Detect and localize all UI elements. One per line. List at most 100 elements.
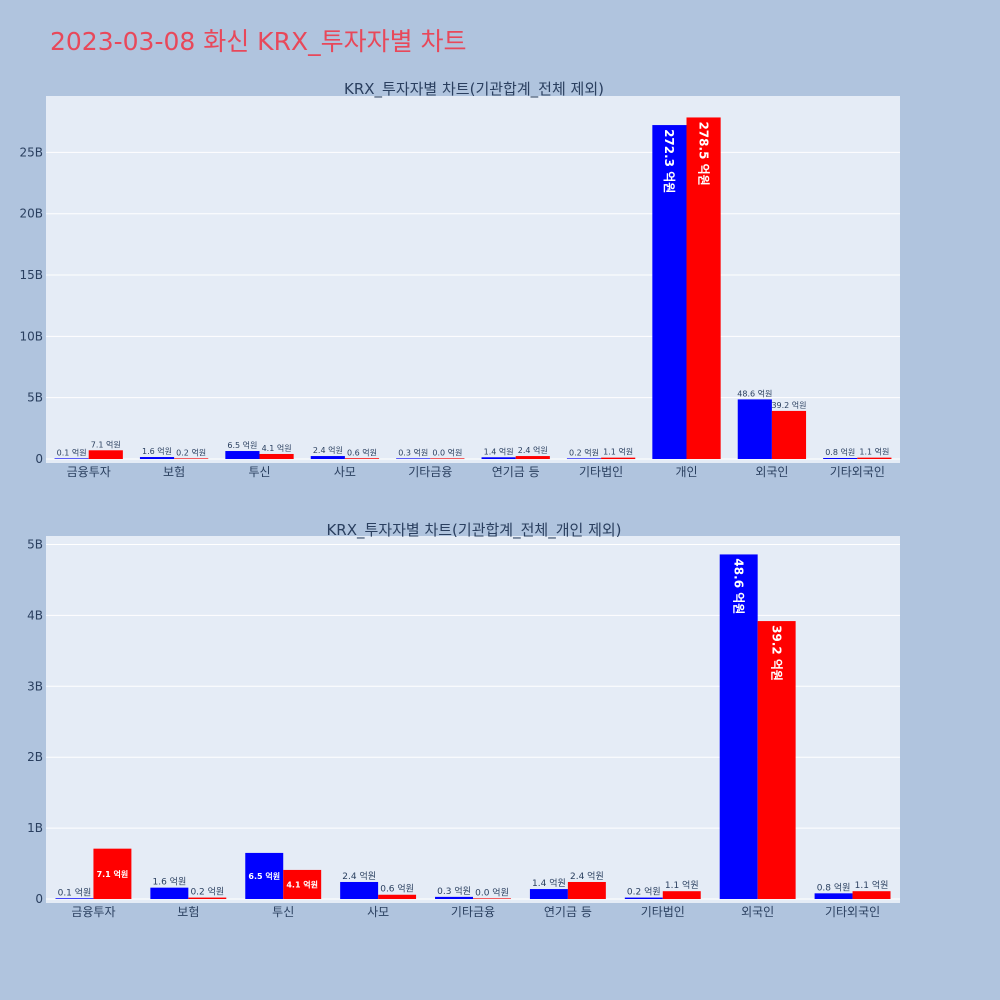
y-tick-label: 5B xyxy=(27,391,43,405)
y-tick-label: 2B xyxy=(27,750,43,764)
bar-sell xyxy=(344,458,380,459)
data-label: 0.2 억원 xyxy=(569,447,599,457)
bar-sell xyxy=(601,457,636,459)
data-label: 278.5 억원 xyxy=(696,121,710,185)
bar-sell xyxy=(857,457,892,459)
bar-buy xyxy=(566,458,602,459)
bar-sell xyxy=(567,881,606,899)
bar-buy xyxy=(529,889,568,899)
data-label: 4.1 억원 xyxy=(262,443,292,453)
bar-sell xyxy=(93,848,132,899)
data-label: 4.1 억원 xyxy=(286,879,318,889)
bar-buy xyxy=(435,896,473,899)
bar-buy xyxy=(624,897,663,899)
chart-title: KRX_투자자별 차트(기관합계_전체 제외) xyxy=(344,80,604,99)
bar-buy xyxy=(54,458,89,459)
y-tick-label: 20B xyxy=(19,207,43,221)
x-tick-label: 보험 xyxy=(177,905,199,919)
data-label: 0.2 억원 xyxy=(176,447,206,457)
data-label: 272.3 억원 xyxy=(662,129,676,193)
data-label: 2.4 억원 xyxy=(313,445,343,455)
data-label: 48.6 억원 xyxy=(731,558,745,614)
data-label: 1.1 억원 xyxy=(855,879,889,891)
bar-sell xyxy=(378,894,417,899)
x-tick-label: 보험 xyxy=(163,465,185,479)
data-label: 2.4 억원 xyxy=(518,445,548,455)
chart-1: 0 5B 10B 15B 20B 25B KRX_투자자별 차트(기관합계_전체 제외) 금융… xyxy=(19,80,900,479)
bar-sell xyxy=(515,456,550,459)
x-tick-label: 사모 xyxy=(334,465,356,479)
bar-buy xyxy=(823,458,858,459)
bar-buy xyxy=(340,881,379,899)
data-label: 39.2 억원 xyxy=(771,400,806,410)
chart-2: 0 1B 2B 3B 4B 5B KRX_투자자별 차트(기관합계_전체_개인 제외) 금융투… xyxy=(27,521,900,919)
bar-sell xyxy=(283,869,322,899)
data-label: 0.2 억원 xyxy=(627,886,661,898)
bar-sell xyxy=(662,891,701,899)
x-tick-label: 기타금융 xyxy=(451,905,495,919)
data-label: 7.1 억원 xyxy=(97,869,129,879)
x-tick-label: 투신 xyxy=(272,905,294,919)
data-label: 0.1 억원 xyxy=(57,447,87,457)
bar-sell xyxy=(771,410,807,459)
data-label: 0.6 억원 xyxy=(380,883,414,895)
x-tick-label: 기타법인 xyxy=(641,905,685,919)
bar-sell xyxy=(188,897,227,899)
bar-sell xyxy=(852,891,891,899)
x-tick-label: 기타외국인 xyxy=(825,905,880,919)
data-label: 0.1 억원 xyxy=(58,886,92,898)
x-tick-label: 기타금융 xyxy=(408,465,452,479)
data-label: 6.5 억원 xyxy=(227,440,257,450)
data-label: 48.6 억원 xyxy=(737,388,772,398)
data-label: 2.4 억원 xyxy=(342,870,376,882)
data-label: 1.6 억원 xyxy=(152,876,186,888)
chart-title: KRX_투자자별 차트(기관합계_전체_개인 제외) xyxy=(326,521,621,540)
x-tick-label: 기타법인 xyxy=(579,465,623,479)
data-label: 0.8 억원 xyxy=(825,447,855,457)
data-label: 1.1 억원 xyxy=(603,447,633,457)
data-label: 1.1 억원 xyxy=(859,447,889,457)
y-tick-label: 4B xyxy=(27,608,43,622)
bar-buy xyxy=(225,451,260,459)
bar-buy xyxy=(245,852,284,899)
y-tick-label: 25B xyxy=(19,145,43,159)
bar-buy xyxy=(139,457,175,459)
data-label: 0.6 억원 xyxy=(347,447,377,457)
bar-sell xyxy=(88,450,123,459)
data-label: 6.5 억원 xyxy=(248,871,280,881)
bar-sell xyxy=(430,458,465,459)
bar-buy xyxy=(814,893,853,899)
x-tick-label: 금융투자 xyxy=(67,465,111,479)
bar-buy xyxy=(55,898,94,899)
x-tick-label: 금융투자 xyxy=(71,905,115,919)
page-title: 2023-03-08 화신 KRX_투자자별 차트 xyxy=(50,27,467,56)
data-label: 0.0 억원 xyxy=(432,447,462,457)
y-tick-label: 0 xyxy=(35,892,43,906)
bar-buy xyxy=(737,399,772,459)
y-tick-label: 5B xyxy=(27,538,43,552)
bar-buy xyxy=(310,456,345,459)
data-label: 0.3 억원 xyxy=(398,447,428,457)
bar-buy xyxy=(719,554,758,899)
x-tick-label: 사모 xyxy=(367,905,389,919)
y-tick-label: 1B xyxy=(27,821,43,835)
data-label: 1.1 억원 xyxy=(665,879,699,891)
bar-sell xyxy=(686,117,721,459)
y-tick-label: 10B xyxy=(19,329,43,343)
bar-sell xyxy=(757,621,796,899)
x-tick-label: 개인 xyxy=(675,465,697,479)
x-tick-label: 외국인 xyxy=(741,905,774,919)
bar-sell xyxy=(174,458,209,459)
x-tick-label: 투신 xyxy=(248,465,270,479)
bar-buy xyxy=(150,887,189,899)
bar-buy xyxy=(396,458,431,459)
data-label: 0.8 억원 xyxy=(817,881,851,893)
x-tick-label: 연기금 등 xyxy=(492,465,540,479)
data-label: 0.2 억원 xyxy=(190,886,224,898)
data-label: 0.3 억원 xyxy=(437,885,471,897)
data-label: 1.4 억원 xyxy=(532,877,566,889)
bar-buy xyxy=(481,457,516,459)
data-label: 1.4 억원 xyxy=(484,446,514,456)
data-label: 0.0 억원 xyxy=(475,886,509,898)
x-tick-label: 기타외국인 xyxy=(830,465,885,479)
